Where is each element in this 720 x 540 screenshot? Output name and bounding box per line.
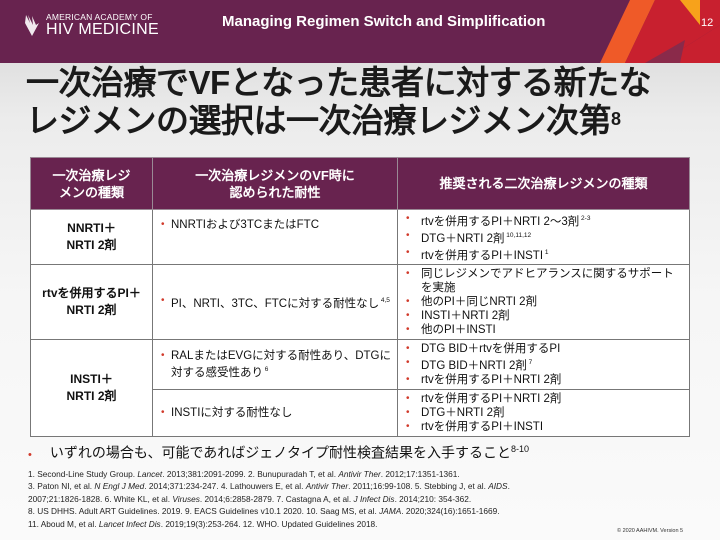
bullet-list: DTG BID＋rtvを併用するPIDTG BID＋NRTI 2剤 7rtvを併… <box>404 342 683 387</box>
header-cell: 一次治療レジ メンの種類 <box>30 157 153 210</box>
title-line-2-text: レジメンの選択は一次治療レジメン次第 <box>26 102 612 139</box>
references: 1. Second-Line Study Group. Lancet. 2013… <box>28 468 692 531</box>
citation-sup: 7 <box>526 359 533 367</box>
citation-sup: 1 <box>543 248 549 256</box>
list-item: INSTIに対する耐性なし <box>159 406 391 420</box>
table-row: INSTI＋NRTI 2剤 RALまたはEVGに対する耐性あり、DTGに対する感… <box>30 339 690 438</box>
regimen-table: 一次治療レジ メンの種類 一次治療レジメンのVF時に 認められた耐性 推奨される二次… <box>30 157 690 438</box>
slide-title: 一次治療でVFとなった患者に対する新たな レジメンの選択は一次治療レジメン次第8 <box>26 64 652 140</box>
list-item: DTG＋NRTI 2剤 <box>404 406 683 420</box>
aahivm-logo: AMERICAN ACADEMY OF HIV MEDICINE <box>24 12 159 38</box>
list-item: rtvを併用するPI＋NRTI 2～3剤 2-3 <box>404 212 683 229</box>
list-item: 他のPI＋同じNRTI 2剤 <box>404 295 683 309</box>
bullet-list: rtvを併用するPI＋NRTI 2剤DTG＋NRTI 2剤rtvを併用するPI＋… <box>404 392 683 434</box>
note-text: いずれの場合も、可能であればジェノタイプ耐性検査結果を入手すること <box>49 444 512 461</box>
resistance-cell: RALまたはEVGに対する耐性あり、DTGに対する感受性あり 6 <box>152 339 398 391</box>
reference-line: 2007;21:1826-1828. 6. White KL, et al. V… <box>28 493 472 504</box>
citation-sup: 10,11,12 <box>504 231 532 239</box>
header-bar: AMERICAN ACADEMY OF HIV MEDICINE Managin… <box>0 0 720 63</box>
decorative-shapes <box>600 0 720 63</box>
reference-line: 11. Aboud M, et al. Lancet Infect Dis. 2… <box>28 518 378 529</box>
list-item: RALまたはEVGに対する耐性あり、DTGに対する感受性あり 6 <box>159 349 391 380</box>
reference-line: 3. Paton NI, et al. N Engl J Med. 2014;3… <box>28 481 510 492</box>
bullet-list: NNRTIおよび3TCまたはFTC <box>159 218 391 232</box>
list-item: PI、NRTI、3TC、FTCに対する耐性なし 4,5 <box>159 294 391 311</box>
reference-line: 1. Second-Line Study Group. Lancet. 2013… <box>28 468 460 479</box>
recommended-cell: rtvを併用するPI＋NRTI 2～3剤 2-3DTG＋NRTI 2剤 10,1… <box>397 208 690 266</box>
table-header-row: 一次治療レジ メンの種類 一次治療レジメンのVF時に 認められた耐性 推奨される二次… <box>30 157 690 210</box>
resistance-cell: PI、NRTI、3TC、FTCに対する耐性なし 4,5 <box>152 264 398 341</box>
title-line-2: レジメンの選択は一次治療レジメン次第8 <box>26 102 651 140</box>
logo-line1: AMERICAN ACADEMY OF <box>46 12 153 22</box>
content-area: 一次治療レジ メンの種類 一次治療レジメンのVF時に 認められた耐性 推奨される二次… <box>28 157 692 530</box>
slide-number: 12 <box>701 17 714 29</box>
recommended-cell: DTG BID＋rtvを併用するPIDTG BID＋NRTI 2剤 7rtvを併… <box>397 339 690 391</box>
list-item: NNRTIおよび3TCまたはFTC <box>159 218 391 232</box>
list-item: INSTI＋NRTI 2剤 <box>404 309 683 323</box>
list-item: DTG BID＋NRTI 2剤 7 <box>404 356 683 373</box>
list-item: rtvを併用するPI＋INSTI 1 <box>404 246 683 263</box>
copyright: © 2020 AAHIVM. Version 5 <box>617 528 684 534</box>
recommended-cell: rtvを併用するPI＋NRTI 2剤DTG＋NRTI 2剤rtvを併用するPI＋… <box>397 389 690 438</box>
citation-sup: 4,5 <box>379 297 390 305</box>
list-item: rtvを併用するPI＋NRTI 2剤 <box>404 392 683 406</box>
regimen-cell: NNRTI＋ NRTI 2剤 <box>30 208 153 266</box>
logo-flame-icon <box>24 13 40 37</box>
list-item: 同じレジメンでアドヒアランスに関するサポートを実施 <box>404 267 683 295</box>
resistance-cell: INSTIに対する耐性なし <box>152 389 398 438</box>
bullet-list: rtvを併用するPI＋NRTI 2～3剤 2-3DTG＋NRTI 2剤 10,1… <box>404 212 683 262</box>
list-item: DTG＋NRTI 2剤 10,11,12 <box>404 229 683 246</box>
table-row: NNRTI＋NRTI 2剤 NNRTIおよび3TCまたはFTC rtvを併用する… <box>30 208 690 266</box>
bullet-list: 同じレジメンでアドヒアランスに関するサポートを実施他のPI＋同じNRTI 2剤I… <box>404 267 683 337</box>
citation-sup: 2-3 <box>579 215 591 222</box>
header-cell: 一次治療レジメンのVF時に 認められた耐性 <box>152 157 398 210</box>
citation-sup: 6 <box>263 366 269 374</box>
bullet-list: PI、NRTI、3TC、FTCに対する耐性なし 4,5 <box>159 294 391 311</box>
bullet-icon: • <box>28 448 32 461</box>
resistance-cell: NNRTIおよび3TCまたはFTC <box>152 208 398 266</box>
table-row: INSTIに対する耐性なし rtvを併用するPI＋NRTI 2剤DTG＋NRTI… <box>31 389 690 438</box>
table-row: rtvを併用するPI＋NRTI 2剤 PI、NRTI、3TC、FTCに対する耐性… <box>30 264 690 341</box>
list-item: rtvを併用するPI＋NRTI 2剤 <box>404 373 683 387</box>
list-item: 他のPI＋INSTI <box>404 323 683 337</box>
title-line-1: 一次治療でVFとなった患者に対する新たな <box>26 64 652 101</box>
list-item: DTG BID＋rtvを併用するPI <box>404 342 683 356</box>
note-sup: 8-10 <box>511 444 530 455</box>
bullet-list: RALまたはEVGに対する耐性あり、DTGに対する感受性あり 6 <box>159 349 391 380</box>
bullet-list: INSTIに対する耐性なし <box>159 406 391 420</box>
reference-line: 8. US DHHS. Adult ART Guidelines. 2019. … <box>28 506 500 517</box>
recommended-cell: 同じレジメンでアドヒアランスに関するサポートを実施他のPI＋同じNRTI 2剤I… <box>397 264 690 341</box>
regimen-cell: INSTI＋ NRTI 2剤 <box>30 339 153 438</box>
section-title: Managing Regimen Switch and Simplificati… <box>222 13 546 30</box>
list-item: rtvを併用するPI＋INSTI <box>404 420 683 434</box>
header-cell: 推奨される二次治療レジメンの種類 <box>397 157 690 210</box>
genotype-note: • いずれの場合も、可能であればジェノタイプ耐性検査結果を入手すること8-10 <box>28 440 692 464</box>
logo-line2: HIV MEDICINE <box>46 21 159 38</box>
title-sup: 8 <box>611 109 621 129</box>
regimen-cell: rtvを併用するPI＋ NRTI 2剤 <box>30 264 153 341</box>
